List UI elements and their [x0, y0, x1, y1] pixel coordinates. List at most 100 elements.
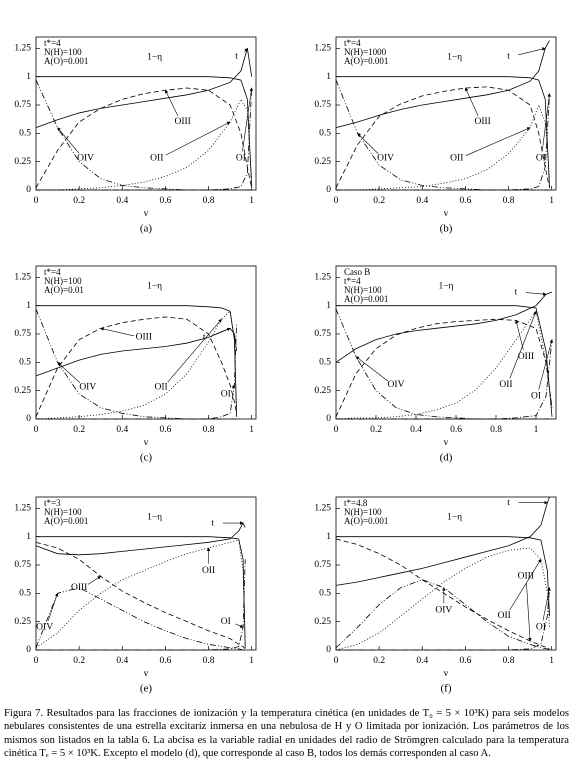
label-arrow: [542, 587, 551, 621]
series-label: OI: [536, 623, 546, 633]
model-parameter: N(H)=100: [44, 507, 82, 517]
label-arrow: [235, 623, 244, 628]
x-tick-label: 0.4: [410, 425, 422, 435]
y-tick-label: 0: [326, 414, 331, 424]
series-line: [36, 559, 246, 651]
series-label: OIII: [136, 333, 152, 343]
y-tick-label: 0.5: [319, 129, 331, 139]
series-line: [36, 87, 253, 191]
series-label: 1−η: [447, 513, 462, 523]
series-line: [35, 308, 237, 420]
series-label: OII: [154, 382, 167, 392]
series-label: OII: [498, 611, 511, 621]
series-label: t: [515, 287, 518, 297]
series-line: [335, 538, 550, 650]
panel-label: (f): [441, 683, 452, 695]
series-line: [36, 322, 237, 420]
y-tick-label: 0.25: [314, 157, 331, 167]
y-tick-label: 0: [26, 645, 31, 655]
y-tick-label: 0.75: [14, 329, 31, 339]
series-label: OIV: [36, 623, 53, 633]
figure-caption: Figura 7. Resultados para las fracciones…: [4, 708, 569, 759]
x-tick-label: 0.6: [459, 656, 471, 666]
y-tick-label: 0.5: [19, 129, 31, 139]
series-label: 1−η: [147, 513, 162, 523]
series-line: [35, 79, 252, 191]
x-tick-label: 0.6: [159, 656, 171, 666]
label-arrow: [244, 47, 248, 53]
model-parameter: t*=3: [44, 498, 61, 508]
x-tick-label: 0.2: [373, 196, 385, 206]
y-tick-label: 1: [26, 532, 31, 542]
series-label: OI: [236, 153, 246, 163]
series-line: [35, 87, 253, 188]
series-label: OII: [150, 153, 163, 163]
label-arrow: [357, 132, 379, 154]
x-tick-label: 1: [249, 196, 254, 206]
series-line: [36, 305, 237, 417]
model-parameter: A(O)=0.01: [44, 285, 84, 295]
y-tick-label: 1.25: [314, 504, 331, 514]
series-label: OI: [536, 153, 546, 163]
label-arrow: [213, 327, 231, 336]
y-tick-label: 0.75: [14, 560, 31, 570]
series-label: OIII: [474, 117, 490, 127]
label-arrow: [525, 292, 547, 296]
model-parameter: N(H)=100: [44, 47, 82, 57]
series-line: [35, 541, 246, 650]
x-tick-label: 0.6: [459, 196, 471, 206]
x-tick-label: 0: [34, 425, 39, 435]
series-line: [336, 93, 550, 191]
y-tick-label: 1.25: [14, 44, 31, 54]
x-tick-label: 0: [334, 425, 339, 435]
series-label: 1−η: [147, 282, 162, 292]
series-label: OIV: [377, 153, 394, 163]
y-tick-label: 1.25: [314, 44, 331, 54]
model-parameter: t*=4: [344, 276, 361, 286]
x-tick-label: 0.4: [116, 425, 128, 435]
series-line: [35, 522, 246, 556]
y-tick-label: 1: [26, 301, 31, 311]
series-line: [335, 496, 550, 586]
series-line: [335, 579, 550, 651]
model-parameter: Caso B: [344, 267, 370, 277]
panel-label: (b): [440, 223, 453, 235]
y-tick-label: 0: [26, 414, 31, 424]
x-tick-label: 0.8: [503, 656, 515, 666]
panel-label: (a): [140, 223, 153, 235]
y-tick-label: 0.25: [14, 157, 31, 167]
series-line: [35, 316, 237, 417]
x-axis-label: v: [444, 438, 449, 448]
x-tick-label: 0.2: [73, 196, 85, 206]
series-line: [336, 536, 550, 617]
y-tick-label: 0.75: [314, 560, 331, 570]
x-tick-label: 0.2: [370, 425, 382, 435]
series-label: OI: [221, 389, 231, 399]
label-arrow: [100, 327, 135, 337]
model-parameter: t*=4: [44, 267, 61, 277]
y-tick-label: 0.25: [14, 386, 31, 396]
y-tick-label: 0: [326, 645, 331, 655]
label-arrow: [518, 47, 546, 56]
y-tick-label: 0: [326, 185, 331, 195]
label-arrow: [167, 318, 222, 383]
label-arrow: [231, 384, 235, 390]
model-parameter: A(O)=0.001: [344, 516, 388, 526]
series-label: OIII: [71, 583, 87, 593]
label-arrow: [47, 592, 59, 621]
y-tick-label: 0.75: [14, 100, 31, 110]
y-tick-label: 1: [326, 301, 331, 311]
series-line: [336, 103, 550, 191]
label-arrow: [509, 310, 537, 379]
model-parameter: A(O)=0.001: [344, 56, 388, 66]
series-line: [336, 587, 550, 651]
label-arrow: [242, 87, 254, 152]
x-tick-label: 0: [34, 196, 39, 206]
series-line: [36, 536, 246, 648]
x-axis-label: v: [144, 209, 149, 219]
x-tick-label: 0.8: [503, 196, 515, 206]
series-line: [335, 40, 550, 129]
label-arrow: [465, 127, 531, 156]
label-arrow: [57, 361, 81, 384]
x-tick-label: 0: [34, 656, 39, 666]
